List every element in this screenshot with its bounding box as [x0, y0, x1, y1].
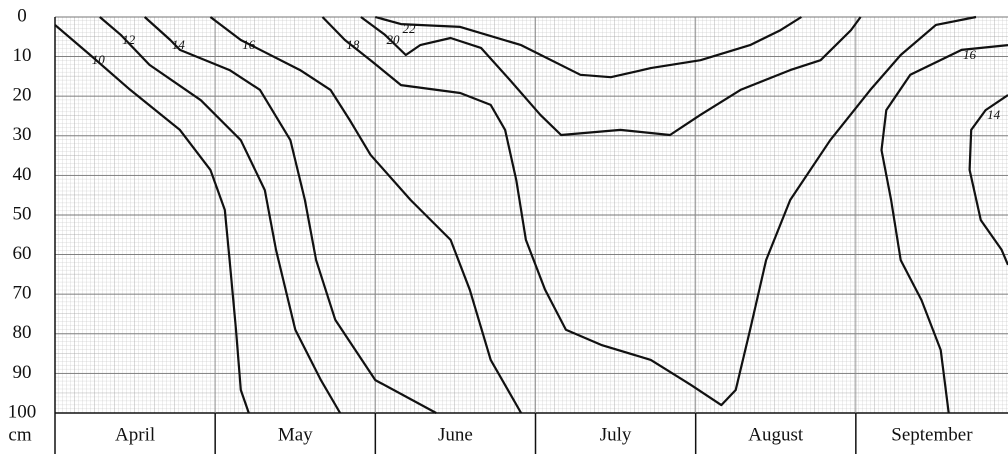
x-tick-label: July [600, 424, 632, 445]
y-tick-label: 30 [13, 124, 32, 145]
x-tick-label: August [748, 424, 804, 445]
y-tick-label: 60 [13, 243, 32, 264]
y-tick-label: 100 [8, 401, 37, 422]
x-tick-label: May [278, 424, 313, 445]
isotherm-label: 18 [346, 37, 360, 52]
isotherm-label: 14 [172, 37, 186, 52]
isotherm [360, 16, 862, 137]
y-tick-label: 80 [13, 322, 32, 343]
isotherm [375, 15, 802, 79]
isotherm-label: 20 [386, 32, 400, 47]
isotherm-label: 12 [122, 32, 136, 47]
y-tick-label: 40 [13, 164, 32, 185]
y-tick-label: 0 [17, 5, 27, 26]
isotherm [968, 94, 1008, 266]
isotherm-label: 16 [242, 37, 256, 52]
y-tick-label: 10 [13, 45, 32, 66]
isotherm [99, 16, 342, 414]
x-tick-label: April [115, 424, 155, 445]
x-tick-label: September [891, 424, 973, 445]
isotherm-label: 10 [92, 52, 106, 67]
isotherm [880, 44, 1008, 414]
isotherm [209, 16, 523, 414]
isotherm [143, 16, 437, 414]
isotherm [321, 15, 977, 407]
y-tick-label: 20 [13, 85, 32, 106]
y-axis-label: cm [8, 424, 31, 445]
isotherm-label: 16 [963, 47, 977, 62]
isotherm-label: 22 [402, 21, 416, 36]
isotherm [54, 24, 250, 414]
y-tick-label: 70 [13, 283, 32, 304]
y-tick-label: 50 [13, 203, 32, 224]
y-tick-label: 90 [13, 362, 32, 383]
isotherm-label: 14 [987, 107, 1001, 122]
x-tick-label: June [438, 424, 473, 445]
